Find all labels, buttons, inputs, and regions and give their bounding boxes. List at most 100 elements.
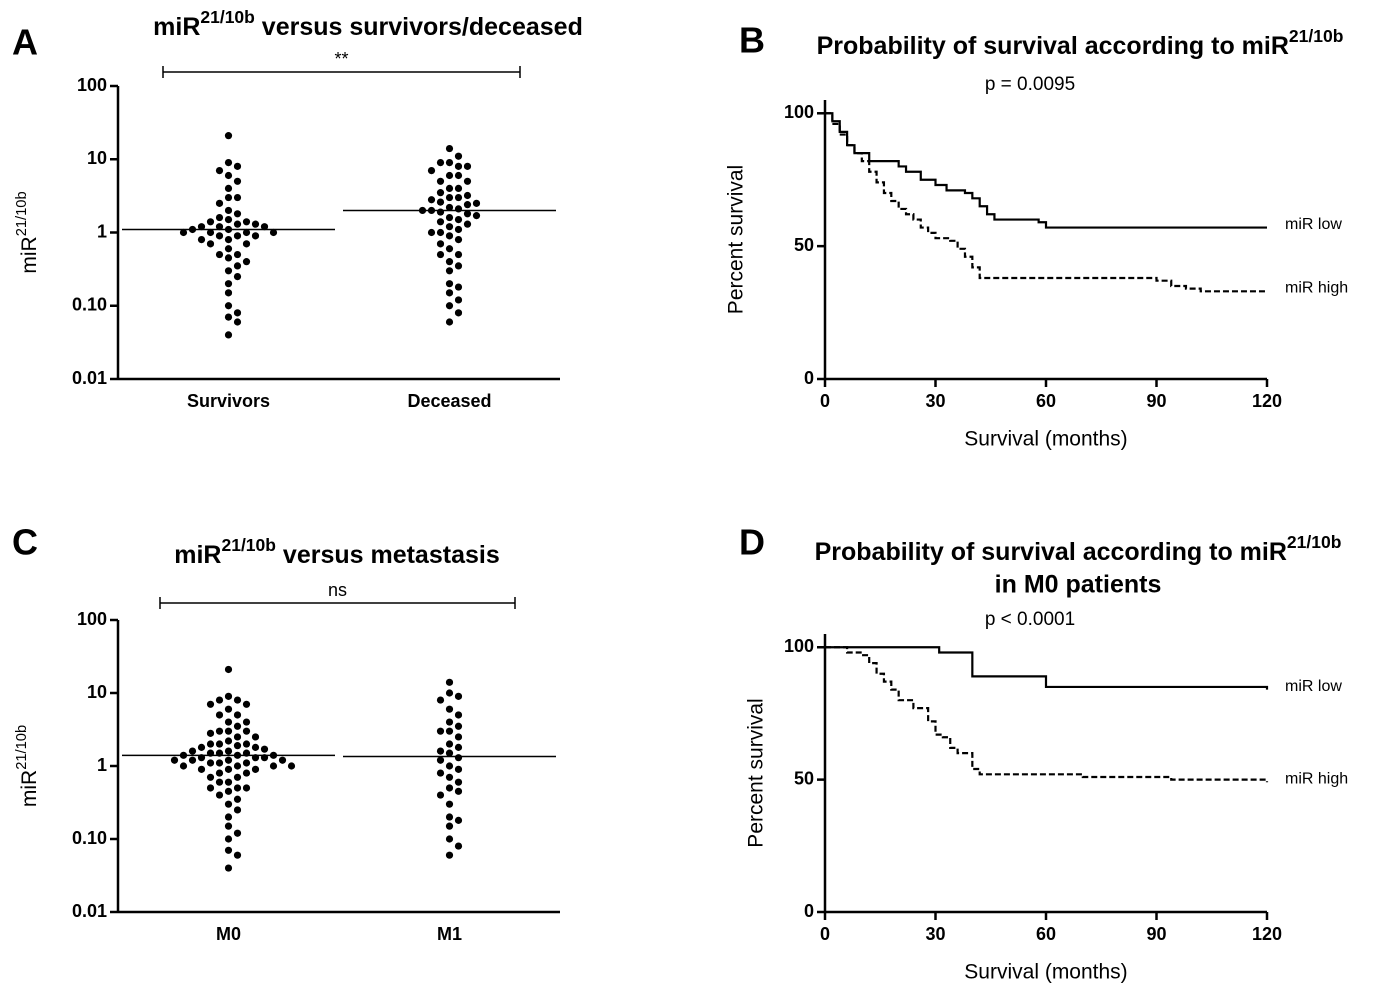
data-dot xyxy=(215,711,224,719)
data-dot xyxy=(454,235,463,244)
y-tick-label: 0.01 xyxy=(72,368,107,388)
survival-curve xyxy=(825,646,1269,783)
data-dot xyxy=(260,223,269,231)
data-dot xyxy=(463,210,472,218)
data-dot xyxy=(445,159,454,167)
x-tick-label: 0 xyxy=(820,924,830,944)
data-dot xyxy=(224,718,233,726)
x-tick-label: Deceased xyxy=(407,391,491,411)
x-tick-label: 90 xyxy=(1146,391,1166,411)
data-dot xyxy=(454,842,463,850)
data-dot xyxy=(454,216,463,224)
p-value: p < 0.0001 xyxy=(985,609,1075,630)
y-label-part: miR xyxy=(18,770,41,807)
data-dot xyxy=(224,835,233,843)
data-dot xyxy=(197,743,206,751)
data-dot xyxy=(242,769,251,777)
data-dot xyxy=(445,800,454,808)
data-dot xyxy=(445,280,454,288)
data-dot xyxy=(454,309,463,317)
panel-label: A xyxy=(12,22,38,63)
series-label: miR high xyxy=(1285,280,1348,297)
data-dot xyxy=(224,787,233,795)
data-dot xyxy=(445,689,454,697)
data-dot xyxy=(224,171,233,180)
data-dot xyxy=(224,737,233,745)
data-dot xyxy=(278,756,287,764)
data-dot xyxy=(454,733,463,741)
data-dot xyxy=(233,696,242,704)
data-dot xyxy=(233,273,242,281)
data-dot xyxy=(242,718,251,726)
data-dot xyxy=(242,258,251,266)
data-dot xyxy=(251,232,260,240)
data-dot xyxy=(463,201,472,209)
series-label: miR low xyxy=(1285,678,1342,695)
data-dot xyxy=(233,722,242,730)
data-dot xyxy=(242,218,251,226)
data-dot xyxy=(215,166,224,175)
data-dot xyxy=(251,765,260,773)
data-dot xyxy=(436,250,445,259)
y-tick-label: 100 xyxy=(784,636,814,656)
data-dot xyxy=(224,756,233,764)
data-dot xyxy=(436,756,445,764)
y-tick-label: 1 xyxy=(97,221,107,241)
data-dot xyxy=(215,223,224,231)
data-dot xyxy=(233,773,242,781)
chart-title: Probability of survival according to miR… xyxy=(817,26,1344,60)
data-dot xyxy=(224,245,233,253)
data-dot xyxy=(445,705,454,713)
y-tick-label: 0.10 xyxy=(72,295,107,315)
data-dot xyxy=(463,162,472,170)
data-dot xyxy=(224,193,233,202)
data-dot xyxy=(269,762,278,770)
data-dot xyxy=(436,208,445,216)
data-dot xyxy=(242,228,251,237)
data-dot xyxy=(215,740,224,748)
x-tick-label: M0 xyxy=(216,924,241,944)
data-dot xyxy=(242,759,251,767)
data-dot xyxy=(179,228,188,237)
data-dot xyxy=(445,773,454,781)
x-tick-label: 60 xyxy=(1036,924,1056,944)
data-dot xyxy=(224,267,233,275)
data-dot xyxy=(224,727,233,735)
y-tick-label: 100 xyxy=(77,609,107,629)
data-dot xyxy=(454,262,463,270)
y-axis-label: Percent survival xyxy=(725,165,748,314)
data-dot xyxy=(445,813,454,821)
data-dot xyxy=(454,754,463,762)
data-dot xyxy=(233,250,242,259)
series-label: miR low xyxy=(1285,216,1342,233)
data-dot xyxy=(436,159,445,167)
x-tick-label: 30 xyxy=(925,924,945,944)
data-dot xyxy=(224,254,233,262)
x-tick-label: 30 xyxy=(925,391,945,411)
data-dot xyxy=(224,331,233,339)
y-label-part: 21/10b xyxy=(14,191,30,236)
title-part: miR xyxy=(153,13,200,41)
data-dot xyxy=(436,177,445,185)
data-dot xyxy=(463,220,472,228)
data-dot xyxy=(436,189,445,197)
data-dot xyxy=(445,203,454,212)
title-part: versus survivors/deceased xyxy=(255,13,583,41)
data-dot xyxy=(445,267,454,275)
data-dot xyxy=(454,765,463,773)
data-dot xyxy=(260,745,269,753)
data-dot xyxy=(436,198,445,206)
data-dot xyxy=(445,302,454,310)
data-dot xyxy=(454,296,463,304)
data-dot xyxy=(454,711,463,719)
data-dot xyxy=(445,258,454,266)
data-dot xyxy=(170,756,179,764)
data-dot xyxy=(197,235,206,244)
data-dot xyxy=(233,711,242,719)
data-dot xyxy=(242,727,251,735)
x-tick-label: Survivors xyxy=(187,391,270,411)
series-label: miR high xyxy=(1285,770,1348,787)
data-dot xyxy=(454,152,463,160)
